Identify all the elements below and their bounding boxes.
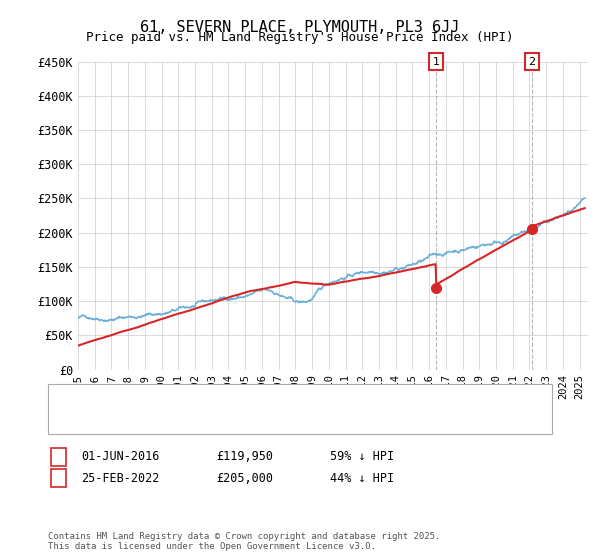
Text: HPI: Average price, detached house, City of Plymouth: HPI: Average price, detached house, City… <box>96 416 434 426</box>
Text: 1: 1 <box>55 450 62 464</box>
Text: £205,000: £205,000 <box>216 472 273 485</box>
Text: 59% ↓ HPI: 59% ↓ HPI <box>330 450 394 464</box>
Text: 44% ↓ HPI: 44% ↓ HPI <box>330 472 394 485</box>
Text: 2: 2 <box>55 472 62 485</box>
Text: 01-JUN-2016: 01-JUN-2016 <box>81 450 160 464</box>
Text: Price paid vs. HM Land Registry's House Price Index (HPI): Price paid vs. HM Land Registry's House … <box>86 31 514 44</box>
Text: 61, SEVERN PLACE, PLYMOUTH, PL3 6JJ: 61, SEVERN PLACE, PLYMOUTH, PL3 6JJ <box>140 20 460 35</box>
Text: £119,950: £119,950 <box>216 450 273 464</box>
Text: Contains HM Land Registry data © Crown copyright and database right 2025.
This d: Contains HM Land Registry data © Crown c… <box>48 532 440 552</box>
Text: 1: 1 <box>433 57 440 67</box>
Text: 61, SEVERN PLACE, PLYMOUTH, PL3 6JJ (detached house): 61, SEVERN PLACE, PLYMOUTH, PL3 6JJ (det… <box>96 399 434 409</box>
Text: 2: 2 <box>529 57 536 67</box>
Text: 25-FEB-2022: 25-FEB-2022 <box>81 472 160 485</box>
